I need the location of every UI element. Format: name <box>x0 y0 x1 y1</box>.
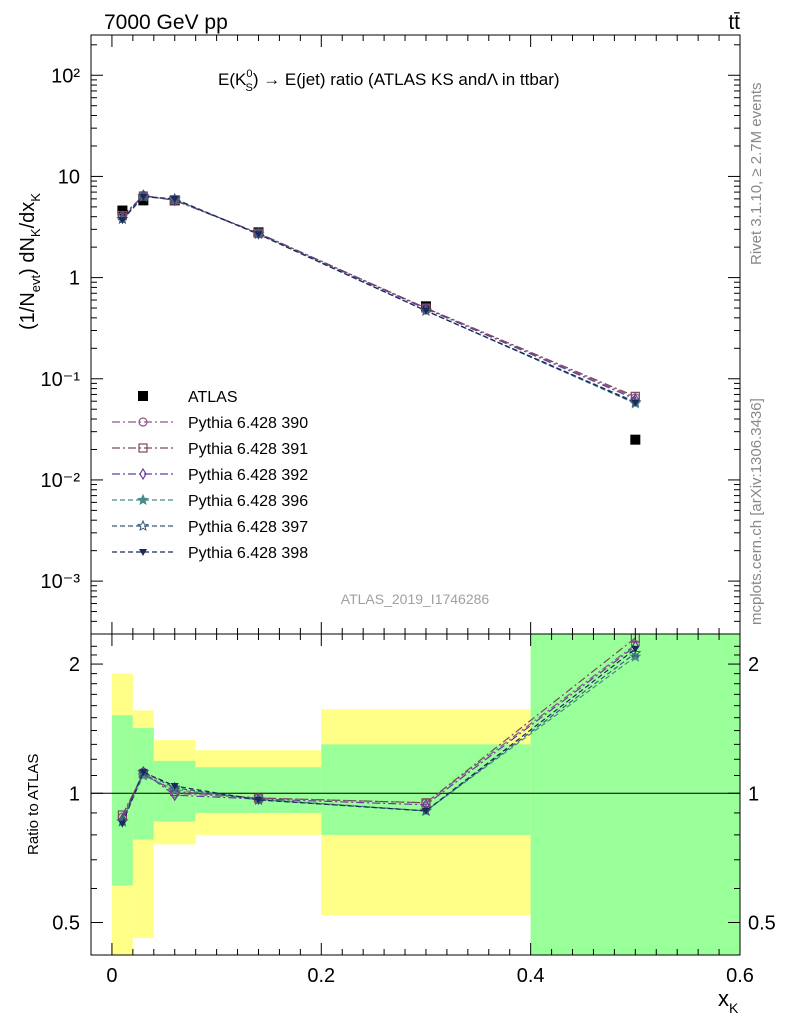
ratio-point-s5-4 <box>421 807 430 815</box>
legend-label-3: Pythia 6.428 392 <box>188 467 308 484</box>
uncertainty-band-green-5 <box>530 634 740 955</box>
energy-label: 7000 GeV pp <box>104 11 228 34</box>
uncertainty-band-green-3 <box>195 767 322 813</box>
series-line-6 <box>121 196 636 404</box>
legend-label-1: Pythia 6.428 390 <box>188 415 308 432</box>
ylabel-dn: ) dN <box>17 237 39 275</box>
y-tick-label: 1 <box>69 268 80 290</box>
y-tick-label: 10 <box>58 166 80 188</box>
ylabel-k-sub-2: K <box>28 193 43 202</box>
ratio-x-tick-label: 0.4 <box>517 965 545 987</box>
title-k0-super: 0 <box>246 68 252 80</box>
ratio-y-tick-label-right: 0.5 <box>748 912 776 934</box>
data-point-s6-2 <box>170 195 179 203</box>
legend-marker-1 <box>138 417 148 427</box>
ratio-point-s3-5 <box>629 650 642 662</box>
ratio-line-5 <box>121 648 636 824</box>
legend-marker-4 <box>136 493 150 506</box>
main-y-ticks: 10⁻³ 10⁻² 10⁻¹ 1 10 10² <box>41 35 741 635</box>
uncertainty-band-green-0 <box>111 715 133 886</box>
title-ks-sub: S <box>245 82 252 94</box>
legend: ATLAS Pythia 6.428 390 Pythia 6.428 391 Pyt… <box>112 389 308 562</box>
legend-label-6: Pythia 6.428 398 <box>188 545 308 562</box>
ratio-x-tick-label: 0.2 <box>307 965 335 987</box>
xlabel-k-sub: K <box>729 1000 739 1016</box>
ratio-x-tick-label: 0 <box>106 965 117 987</box>
rivet-version-label: Rivet 3.1.10, ≥ 2.7M events <box>748 83 765 266</box>
y-tick-label: 10⁻¹ <box>41 369 81 391</box>
data-point-s6-4 <box>421 307 430 315</box>
main-title: E(K0 S) → E(jet) ratio (ATLAS KS andΛ in … <box>218 68 560 94</box>
y-tick-label: 10⁻³ <box>41 571 81 593</box>
data-point-s6-3 <box>254 231 263 239</box>
main-plot-area <box>116 189 642 445</box>
uncertainty-band-green-1 <box>132 727 154 840</box>
ratio-point-s5-1 <box>139 769 148 777</box>
uncertainty-band-green-4 <box>321 744 531 835</box>
data-point-s0-0 <box>117 205 128 216</box>
main-y-axis-label: (1/Nevt) dNK/dxK <box>17 193 43 330</box>
main-panel: 10⁻³ 10⁻² 10⁻¹ 1 10 10² E(K0 S) → E(jet) ratio… <box>17 34 741 635</box>
ratio-y-tick-label: 2 <box>69 654 80 676</box>
series-line-1 <box>121 194 636 399</box>
legend-marker-6 <box>139 549 147 556</box>
data-point-s6-5 <box>631 399 640 407</box>
watermark-label: ATLAS_2019_I1746286 <box>341 591 490 607</box>
ratio-y-tick-label: 0.5 <box>52 912 80 934</box>
y-tick-label: 10² <box>51 65 80 87</box>
ratio-line-0 <box>121 644 636 818</box>
ylabel-evt-sub: evt <box>28 274 43 292</box>
ylabel-k-sub-1: K <box>28 228 43 237</box>
legend-marker-5 <box>136 519 150 532</box>
ratio-x-axis-label: xK <box>718 986 739 1016</box>
legend-marker-0 <box>138 391 148 401</box>
ylabel-norm-prefix: (1/N <box>17 292 39 330</box>
ratio-point-s5-5 <box>631 645 640 653</box>
ratio-panel: 0.5 0.5 1 1 2 2 0 0.2 0.4 0.6 Ratio to ATLAS xK <box>25 633 776 1016</box>
data-point-s6-1 <box>139 193 148 201</box>
legend-marker-2 <box>138 443 148 453</box>
ratio-point-s4-2 <box>168 781 181 793</box>
legend-marker-3 <box>139 467 147 481</box>
data-point-s6-0 <box>118 217 127 225</box>
title-e-prefix: E(K <box>218 70 247 89</box>
title-rest: ) → E(jet) ratio (ATLAS KS andΛ in ttbar… <box>253 70 560 89</box>
legend-label-4: Pythia 6.428 396 <box>188 493 308 510</box>
ratio-point-s5-0 <box>118 820 127 828</box>
ratio-frame <box>90 633 741 956</box>
legend-label-2: Pythia 6.428 391 <box>188 441 308 458</box>
data-point-s0-5 <box>630 434 641 445</box>
legend-label-5: Pythia 6.428 397 <box>188 519 308 536</box>
ratio-point-s5-3 <box>254 796 263 804</box>
ylabel-dx: /dx <box>17 202 39 229</box>
ratio-y-tick-label-right: 2 <box>748 654 759 676</box>
legend-label-0: ATLAS <box>188 389 238 406</box>
ratio-ticks: 0.5 0.5 1 1 2 2 0 0.2 0.4 0.6 <box>52 634 776 987</box>
ratio-y-tick-label: 1 <box>69 783 80 805</box>
series-line-4 <box>121 196 636 405</box>
ratio-point-s5-2 <box>170 782 179 790</box>
ratio-y-axis-label: Ratio to ATLAS <box>25 754 42 855</box>
ratio-line-2 <box>121 645 636 820</box>
ratio-x-tick-label: 0.6 <box>726 965 754 987</box>
source-label: mcplots.cern.ch [arXiv:1306.3436] <box>748 398 765 625</box>
y-tick-label: 10⁻² <box>41 470 81 492</box>
ratio-plot-area <box>91 633 740 955</box>
series-line-5 <box>121 195 636 403</box>
ratio-y-tick-label-right: 1 <box>748 783 759 805</box>
process-label: tt̄ <box>728 11 740 34</box>
